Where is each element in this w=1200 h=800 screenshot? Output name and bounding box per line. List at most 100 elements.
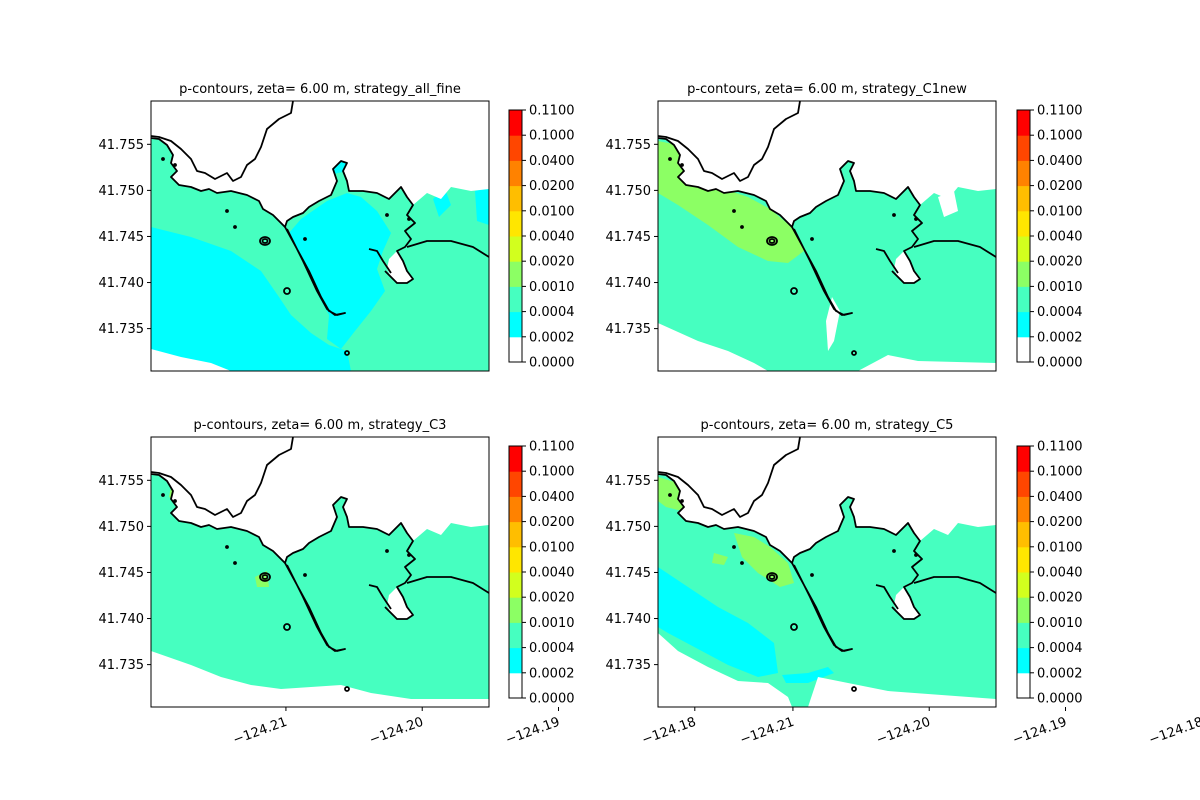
colorbar-swatch xyxy=(1017,446,1030,472)
colorbar-swatch xyxy=(1017,210,1030,237)
colorbar-tick-label: 0.0040 xyxy=(529,230,575,245)
contour-fill xyxy=(151,101,489,371)
subplot-title: p-contours, zeta= 6.00 m, strategy_all_f… xyxy=(179,82,461,97)
colorbar-swatch xyxy=(509,496,522,523)
colorbar-1: 0.0000 0.0002 0.0004 0.0010 0.0020 0.0040 0.01… xyxy=(508,104,575,371)
colorbar-tick-label: 0.1100 xyxy=(1037,104,1083,119)
colorbar-tick-label: 0.0040 xyxy=(529,566,575,581)
colorbar-swatch xyxy=(509,336,522,363)
contour-region xyxy=(658,567,778,677)
colorbar-tick-label: 0.0100 xyxy=(529,540,575,555)
colorbar-tick-label: 0.1000 xyxy=(529,465,575,480)
colorbar-tick-label: 0.0010 xyxy=(1037,280,1083,295)
colorbar-swatch xyxy=(1017,471,1030,497)
colorbar-tick-label: 0.1100 xyxy=(529,440,575,455)
colorbar-tick-label: 0.0040 xyxy=(1037,566,1083,581)
colorbar-tick-label: 0.1100 xyxy=(529,104,575,119)
colorbar-tick-label: 0.1000 xyxy=(1037,129,1083,144)
contour-region xyxy=(858,355,996,371)
x-tick-label: −124.18 xyxy=(1147,715,1200,748)
colorbar-swatch xyxy=(509,622,522,649)
x-tick-label: −124.21 xyxy=(231,715,289,748)
colorbar-tick-label: 0.0002 xyxy=(529,330,575,345)
colorbar-tick-label: 0.0004 xyxy=(1037,305,1083,320)
contour-region xyxy=(151,349,231,371)
subplot-4: p-contours, zeta= 6.00 m, strategy_C5 41.… xyxy=(606,418,1200,748)
colorbar-swatch xyxy=(1017,286,1030,313)
y-tick-label: 41.740 xyxy=(99,612,145,627)
contour-region xyxy=(734,533,794,587)
subplots: p-contours, zeta= 6.00 m, strategy_all_f… xyxy=(99,82,1200,748)
colorbar-swatch xyxy=(1017,622,1030,649)
colorbar-tick-label: 0.0100 xyxy=(1037,540,1083,555)
contour-region xyxy=(782,667,834,683)
y-tick-label: 41.750 xyxy=(99,184,145,199)
y-tick-label: 41.745 xyxy=(606,230,652,245)
colorbar-tick-label: 0.1000 xyxy=(1037,465,1083,480)
x-tick-label: −124.20 xyxy=(367,715,425,748)
subplot-1: p-contours, zeta= 6.00 m, strategy_all_f… xyxy=(99,82,490,372)
subplot-2: p-contours, zeta= 6.00 m, strategy_C1new… xyxy=(606,82,997,372)
contour-fill xyxy=(151,437,489,707)
subplot-title: p-contours, zeta= 6.00 m, strategy_C3 xyxy=(194,418,447,433)
y-tick-label: 41.750 xyxy=(99,520,145,535)
colorbar-swatch xyxy=(1017,135,1030,161)
contour-region xyxy=(151,651,489,707)
colorbar-3: 0.0000 0.0002 0.0004 0.0010 0.0020 0.0040 0.01… xyxy=(508,440,575,707)
colorbar-swatch xyxy=(1017,521,1030,548)
colorbar-tick-label: 0.0100 xyxy=(529,204,575,219)
x-tick-label: −124.19 xyxy=(504,715,562,748)
colorbar-tick-label: 0.0004 xyxy=(529,305,575,320)
colorbar-tick-label: 0.0400 xyxy=(1037,154,1083,169)
colorbar-tick-label: 0.0100 xyxy=(1037,204,1083,219)
subplot-title: p-contours, zeta= 6.00 m, strategy_C1new xyxy=(687,82,967,97)
y-tick-label: 41.750 xyxy=(606,520,652,535)
colorbar-tick-label: 0.0020 xyxy=(1037,591,1083,606)
x-tick-label: −124.19 xyxy=(1011,715,1069,748)
contour-fill xyxy=(658,101,996,371)
colorbar-swatch xyxy=(1017,572,1030,598)
colorbar-tick-label: 0.0020 xyxy=(529,591,575,606)
colorbar-swatch xyxy=(509,446,522,472)
colorbar-swatch xyxy=(509,471,522,497)
colorbar-4: 0.0000 0.0002 0.0004 0.0010 0.0020 0.0040 0.01… xyxy=(1016,440,1083,707)
contour-region xyxy=(938,191,958,217)
colorbar-tick-label: 0.0002 xyxy=(1037,330,1083,345)
x-tick-label: −124.21 xyxy=(738,715,796,748)
y-tick-label: 41.735 xyxy=(606,322,652,337)
y-tick-label: 41.735 xyxy=(99,322,145,337)
colorbar-swatch xyxy=(1017,110,1030,136)
contour-region xyxy=(658,633,792,707)
colorbar-tick-label: 0.0040 xyxy=(1037,230,1083,245)
colorbar-swatch xyxy=(509,135,522,161)
x-tick-label: −124.20 xyxy=(874,715,932,748)
colorbar-swatch xyxy=(509,311,522,338)
colorbar-swatch xyxy=(509,110,522,136)
y-tick-label: 41.745 xyxy=(99,566,145,581)
colorbar-tick-label: 0.0010 xyxy=(529,280,575,295)
subplot-title: p-contours, zeta= 6.00 m, strategy_C5 xyxy=(701,418,954,433)
colorbar-swatch xyxy=(1017,336,1030,363)
contour-region xyxy=(289,193,391,349)
colorbar-tick-label: 0.1100 xyxy=(1037,440,1083,455)
colorbar-swatch xyxy=(1017,236,1030,262)
colorbar-swatch xyxy=(509,236,522,262)
colorbar-2: 0.0000 0.0002 0.0004 0.0010 0.0020 0.0040 0.01… xyxy=(1016,104,1083,371)
colorbar-tick-label: 0.0200 xyxy=(529,515,575,530)
colorbar-tick-label: 0.0400 xyxy=(1037,490,1083,505)
contour-region xyxy=(658,323,768,371)
x-tick-label: −124.18 xyxy=(640,715,698,748)
y-tick-label: 41.735 xyxy=(99,658,145,673)
colorbar-swatch xyxy=(1017,160,1030,187)
subplot-3: p-contours, zeta= 6.00 m, strategy_C3 41.… xyxy=(99,418,699,748)
y-tick-label: 41.750 xyxy=(606,184,652,199)
colorbar-swatch xyxy=(1017,672,1030,699)
colorbar-tick-label: 0.0004 xyxy=(529,641,575,656)
colorbar-tick-label: 0.0200 xyxy=(1037,179,1083,194)
contour-region xyxy=(808,677,996,707)
colorbar-tick-label: 0.0200 xyxy=(1037,515,1083,530)
colorbar-swatch xyxy=(509,546,522,573)
colorbar-tick-label: 0.0002 xyxy=(1037,666,1083,681)
colorbar-tick-label: 0.0000 xyxy=(1037,356,1083,371)
